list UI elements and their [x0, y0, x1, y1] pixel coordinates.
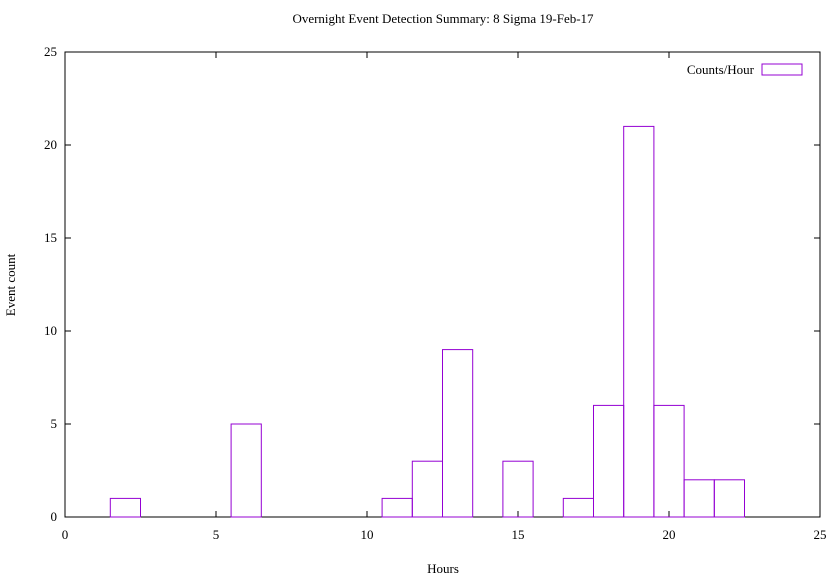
bar [502, 460, 534, 518]
x-axis-ticks: 0 5 10 15 20 25 [62, 52, 827, 542]
bar [683, 479, 715, 518]
x-tick-label: 5 [213, 527, 220, 542]
bar [230, 423, 262, 518]
legend-label: Counts/Hour [687, 62, 755, 77]
y-tick-label: 5 [51, 416, 58, 431]
y-tick-label: 0 [51, 509, 58, 524]
y-axis-label: Event count [3, 253, 18, 316]
bar [713, 479, 745, 518]
bar [623, 125, 655, 518]
bar [381, 497, 413, 518]
legend: Counts/Hour [687, 62, 803, 77]
y-axis-ticks: 0 5 10 15 20 25 [44, 44, 820, 524]
x-axis-label: Hours [427, 561, 459, 576]
bar [411, 460, 443, 518]
x-tick-label: 25 [814, 527, 827, 542]
bar [562, 497, 594, 518]
bar-series [109, 125, 745, 518]
legend-swatch [761, 63, 803, 76]
y-tick-label: 15 [44, 230, 57, 245]
bar [653, 404, 685, 518]
y-tick-label: 10 [44, 323, 57, 338]
y-tick-label: 20 [44, 137, 57, 152]
bar [593, 404, 625, 518]
bar [109, 497, 142, 518]
x-tick-label: 20 [663, 527, 676, 542]
x-tick-label: 10 [361, 527, 374, 542]
chart-title: Overnight Event Detection Summary: 8 Sig… [292, 11, 594, 26]
x-tick-label: 15 [512, 527, 525, 542]
x-tick-label: 0 [62, 527, 69, 542]
y-tick-label: 25 [44, 44, 57, 59]
bar [442, 349, 474, 518]
